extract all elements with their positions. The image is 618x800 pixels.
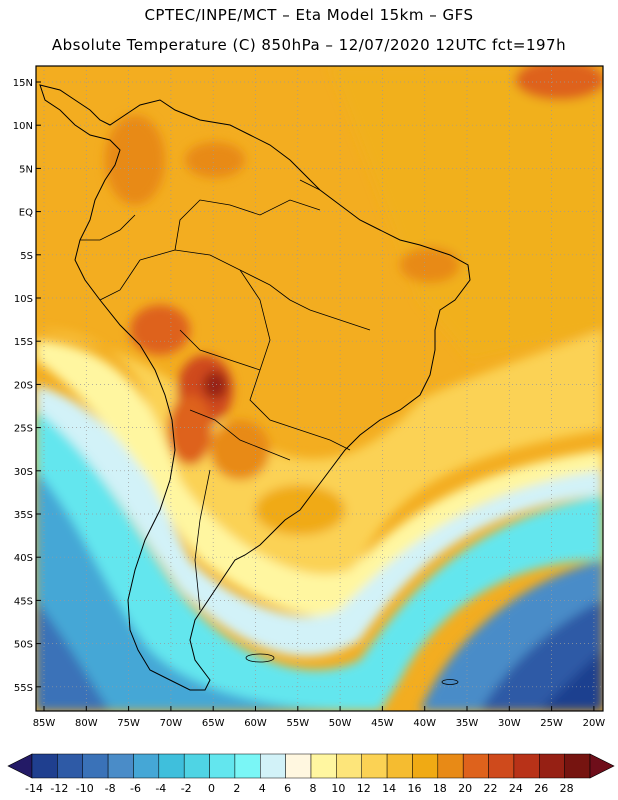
colorbar <box>7 753 615 779</box>
colorbar-tick-label: 2 <box>233 782 240 795</box>
latitude-label: 30S <box>14 467 33 478</box>
south-georgia-island <box>441 679 459 685</box>
colorbar-tick-label: 0 <box>208 782 215 795</box>
falkland-islands <box>245 653 275 663</box>
longitude-label: 85W <box>33 718 56 729</box>
colorbar-segment <box>513 753 540 779</box>
colorbar-labels: -14 -12 -10 -8 -6 -4 -2 0 2 4 6 8 10 12 14 16 18 20 22 24 26… <box>25 782 574 795</box>
colorbar-segment <box>412 753 439 779</box>
colorbar-segment <box>539 753 565 779</box>
colorbar-tick-label: 16 <box>407 782 421 795</box>
colorbar-tick-label: -4 <box>155 782 166 795</box>
colorbar-tick-label: 26 <box>534 782 548 795</box>
colorbar-tick-label: 18 <box>433 782 447 795</box>
colorbar-segment <box>285 753 312 779</box>
latitude-label: 5S <box>20 251 33 262</box>
colorbar-segment <box>158 753 185 779</box>
map-gridlines <box>36 66 603 711</box>
colorbar-segment <box>310 753 337 779</box>
colorbar-segment <box>133 753 160 779</box>
latitude-label: 55S <box>14 683 33 694</box>
colorbar-segment <box>361 753 388 779</box>
longitude-labels: 85W 80W 75W 70W 65W 60W 55W 50W 45W 40W 35W 30W 25W 2… <box>33 706 606 729</box>
latitude-label: 10N <box>13 121 33 132</box>
colorbar-segment <box>31 753 58 779</box>
colorbar-segment <box>82 753 109 779</box>
latitude-label: 20S <box>14 380 33 391</box>
longitude-label: 70W <box>160 718 183 729</box>
latitude-label: 5N <box>19 164 33 175</box>
latitude-label: 15S <box>14 337 33 348</box>
longitude-label: 35W <box>456 718 479 729</box>
colorbar-segment <box>462 753 489 779</box>
colorbar-tick-label: 8 <box>310 782 317 795</box>
colorbar-tick-label: -12 <box>50 782 68 795</box>
country-borders <box>80 179 371 611</box>
colorbar-tick-label: -6 <box>130 782 141 795</box>
map-frame <box>35 65 604 712</box>
colorbar-segment <box>209 753 236 779</box>
latitude-label: 35S <box>14 510 33 521</box>
colorbar-segment <box>564 753 591 779</box>
latitude-labels: 15N 10N 5N EQ 5S 10S 15S 20S 25S 30S 35S 40S 45S 50S 5… <box>13 78 41 694</box>
longitude-label: 20W <box>583 718 606 729</box>
colorbar-segment <box>57 753 83 779</box>
colorbar-tick-label: 28 <box>560 782 574 795</box>
colorbar-tick-label: 10 <box>331 782 345 795</box>
longitude-label: 30W <box>498 718 521 729</box>
temperature-field <box>36 66 603 711</box>
colorbar-tick-label: -8 <box>105 782 116 795</box>
colorbar-segment <box>386 753 413 779</box>
chart-title-line-1: CPTEC/INPE/MCT – Eta Model 15km – GFS <box>144 6 474 24</box>
longitude-label: 55W <box>286 718 309 729</box>
colorbar-tick-label: 24 <box>509 782 523 795</box>
longitude-label: 65W <box>202 718 225 729</box>
longitude-label: 45W <box>371 718 394 729</box>
colorbar-tick-label: 4 <box>259 782 266 795</box>
longitude-label: 50W <box>329 718 352 729</box>
colorbar-tick-label: -10 <box>76 782 94 795</box>
longitude-label: 80W <box>75 718 98 729</box>
colorbar-segment <box>437 753 464 779</box>
longitude-label: 25W <box>540 718 563 729</box>
colorbar-segment <box>336 753 362 779</box>
colorbar-arrow-right <box>589 753 615 779</box>
colorbar-tick-label: -14 <box>25 782 43 795</box>
south-america-coastline <box>39 84 471 691</box>
colorbar-arrow-left <box>7 753 33 779</box>
latitude-label: 50S <box>14 640 33 651</box>
latitude-label: 25S <box>14 424 33 435</box>
latitude-label: 45S <box>14 596 33 607</box>
colorbar-segment <box>234 753 261 779</box>
colorbar-tick-label: 20 <box>458 782 472 795</box>
latitude-label: 40S <box>14 553 33 564</box>
colorbar-tick-label: -2 <box>181 782 192 795</box>
chart-title-line-2: Absolute Temperature (C) 850hPa – 12/07/… <box>51 36 567 54</box>
latitude-label: 15N <box>13 78 33 89</box>
colorbar-segment <box>488 753 515 779</box>
longitude-label: 40W <box>413 718 436 729</box>
colorbar-tick-label: 12 <box>357 782 371 795</box>
colorbar-tick-label: 22 <box>484 782 498 795</box>
colorbar-segment <box>260 753 286 779</box>
colorbar-tick-label: 14 <box>382 782 396 795</box>
longitude-label: 75W <box>117 718 140 729</box>
longitude-label: 60W <box>244 718 267 729</box>
latitude-label: EQ <box>19 208 33 219</box>
colorbar-segment <box>183 753 210 779</box>
latitude-label: 10S <box>14 294 33 305</box>
colorbar-tick-label: 6 <box>284 782 291 795</box>
colorbar-segment <box>107 753 134 779</box>
